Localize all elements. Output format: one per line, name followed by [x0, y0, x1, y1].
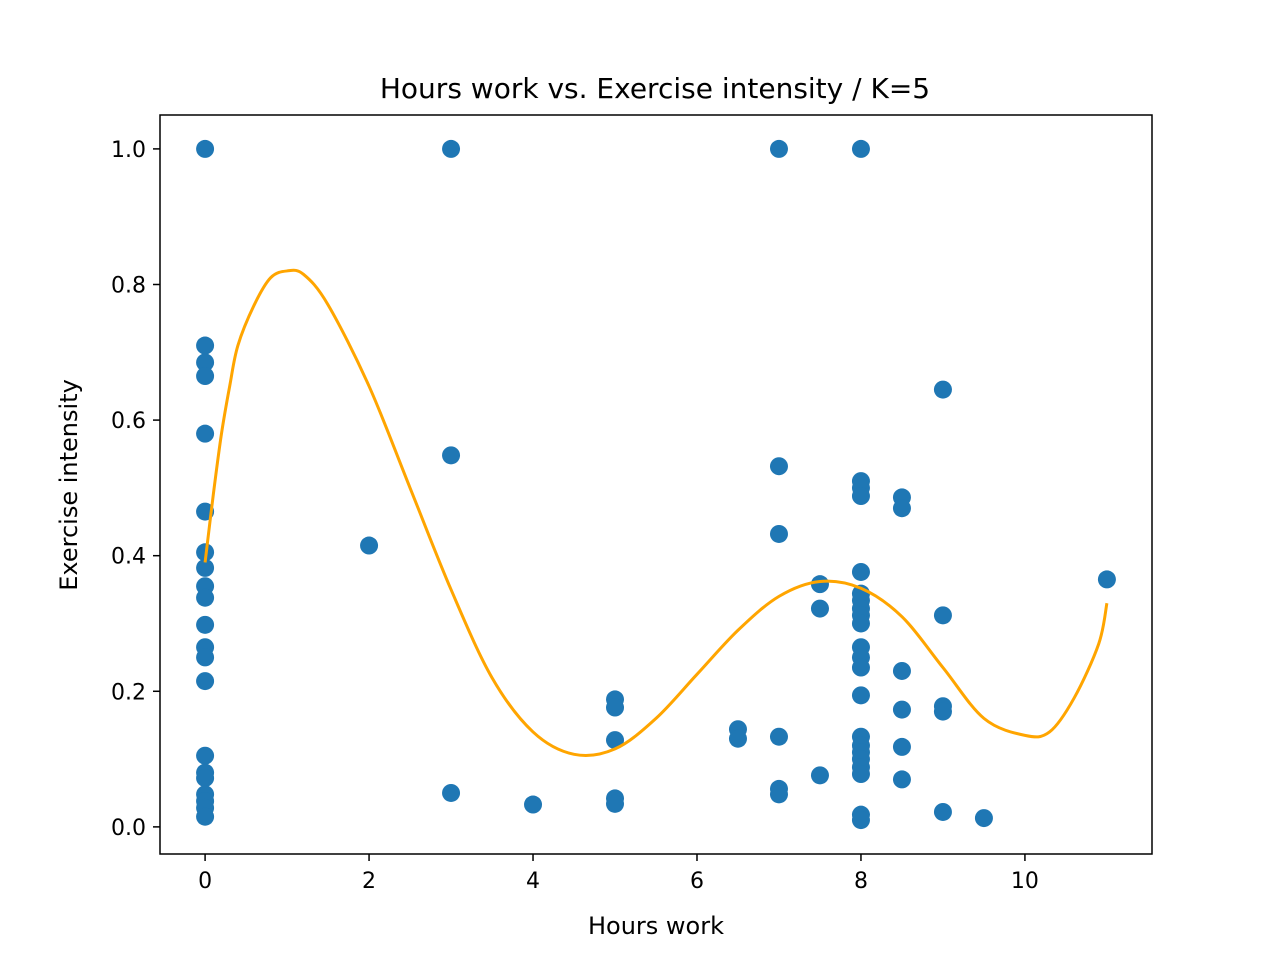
data-point: [851, 658, 870, 677]
data-point: [974, 809, 993, 828]
y-tick-label: 1.0: [111, 138, 146, 163]
x-tick-label: 0: [198, 869, 212, 894]
data-point: [851, 487, 870, 506]
y-tick-label: 0.2: [111, 680, 146, 705]
data-point: [851, 765, 870, 783]
data-point: [769, 524, 788, 543]
data-point: [851, 139, 870, 158]
data-point: [810, 766, 829, 785]
data-point: [1097, 570, 1116, 589]
data-point: [606, 794, 625, 813]
data-point: [933, 380, 952, 399]
data-point: [196, 367, 215, 386]
x-tick-label: 4: [526, 869, 540, 894]
data-point: [769, 727, 788, 746]
data-point: [851, 811, 870, 830]
data-point: [524, 795, 543, 814]
data-point: [196, 648, 215, 667]
data-point: [196, 558, 215, 577]
data-point: [196, 588, 215, 607]
data-point: [851, 562, 870, 581]
data-point: [769, 139, 788, 158]
data-point: [769, 457, 788, 476]
data-point: [196, 615, 215, 634]
data-point: [360, 536, 379, 555]
data-point: [933, 606, 952, 625]
x-tick-label: 8: [854, 869, 868, 894]
y-axis: 0.0 0.2 0.4 0.6 0.8 1.0: [111, 138, 160, 841]
data-point: [196, 672, 215, 691]
data-point: [196, 139, 215, 158]
data-point: [728, 729, 747, 748]
data-point: [442, 139, 461, 158]
x-axis-label: Hours work: [588, 912, 724, 940]
data-point: [769, 785, 788, 804]
x-tick-label: 6: [690, 869, 704, 894]
chart-title: Hours work vs. Exercise intensity / K=5: [380, 72, 930, 105]
x-axis: 0 2 4 6 8 10: [198, 854, 1039, 894]
y-axis-label: Exercise intensity: [55, 379, 83, 591]
data-point: [892, 700, 911, 719]
plot-area: [196, 139, 1116, 830]
data-point: [196, 336, 215, 355]
data-point: [196, 807, 215, 826]
y-tick-label: 0.8: [111, 273, 146, 298]
data-point: [851, 686, 870, 705]
plot-frame: [159, 114, 1153, 855]
data-point: [810, 599, 829, 618]
y-tick-label: 0.4: [111, 545, 146, 570]
x-tick-label: 2: [362, 869, 376, 894]
data-point: [892, 661, 911, 680]
data-point: [892, 737, 911, 756]
y-tick-label: 0.6: [111, 409, 146, 434]
fit-curve: [203, 268, 1109, 758]
data-point: [196, 746, 215, 765]
data-point: [442, 446, 461, 465]
data-point: [810, 575, 829, 594]
data-point: [606, 731, 625, 750]
data-point: [606, 698, 625, 717]
x-tick-label: 10: [1011, 869, 1039, 894]
y-tick-label: 0.0: [111, 816, 146, 841]
data-point: [892, 770, 911, 789]
data-point: [851, 614, 870, 633]
data-point: [442, 783, 461, 802]
data-point: [933, 702, 952, 721]
data-point: [196, 769, 215, 788]
data-point: [196, 353, 215, 372]
data-point: [892, 499, 911, 518]
data-point: [933, 802, 952, 821]
data-point: [196, 424, 215, 443]
